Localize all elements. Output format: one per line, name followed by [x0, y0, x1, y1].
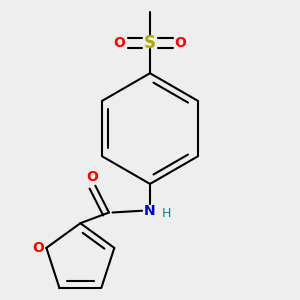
- Text: O: O: [86, 170, 98, 184]
- Text: O: O: [114, 36, 126, 50]
- Text: N: N: [144, 204, 156, 218]
- Text: S: S: [144, 34, 156, 52]
- Text: H: H: [161, 207, 171, 220]
- Text: O: O: [174, 36, 186, 50]
- Text: O: O: [33, 241, 44, 255]
